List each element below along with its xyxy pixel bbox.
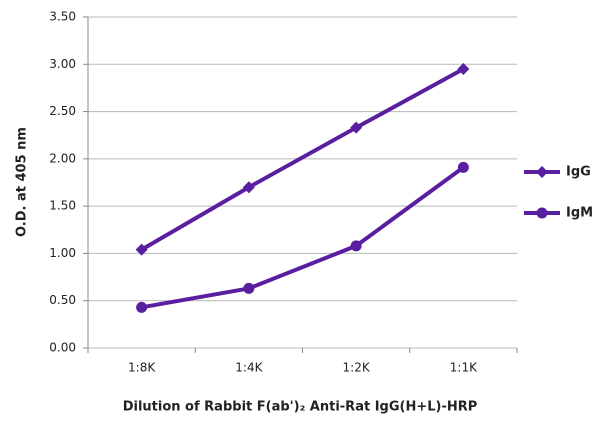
line (141, 165, 465, 310)
x-tick-label: 1:1K (450, 361, 478, 375)
point (350, 121, 363, 134)
point (242, 181, 255, 194)
y-tick-label: 2.00 (49, 151, 76, 165)
point (136, 301, 148, 313)
y-tick-label: 2.50 (49, 104, 76, 118)
y-tick-label: 0.50 (49, 293, 76, 307)
y-tick-label: 0.00 (49, 341, 76, 355)
point (243, 282, 255, 294)
legend-marker (536, 166, 548, 178)
point (457, 63, 470, 76)
y-tick-label: 3.00 (49, 57, 76, 71)
point (350, 240, 362, 252)
y-axis-label: O.D. at 405 nm (15, 127, 30, 237)
legend-label: IgM (566, 206, 593, 221)
x-axis-label: Dilution of Rabbit F(ab')₂ Anti-Rat IgG(… (123, 400, 478, 415)
line (140, 67, 465, 252)
legend-marker (536, 207, 548, 219)
y-tick-label: 1.50 (49, 199, 76, 213)
x-tick-label: 1:4K (235, 361, 263, 375)
point (457, 161, 469, 173)
y-tick-label: 3.50 (49, 10, 76, 24)
x-tick-label: 1:2K (343, 361, 371, 375)
y-tick-label: 1.00 (49, 246, 76, 260)
point (135, 243, 148, 256)
legend-label: IgG (566, 165, 591, 180)
x-tick-label: 1:8K (128, 361, 156, 375)
